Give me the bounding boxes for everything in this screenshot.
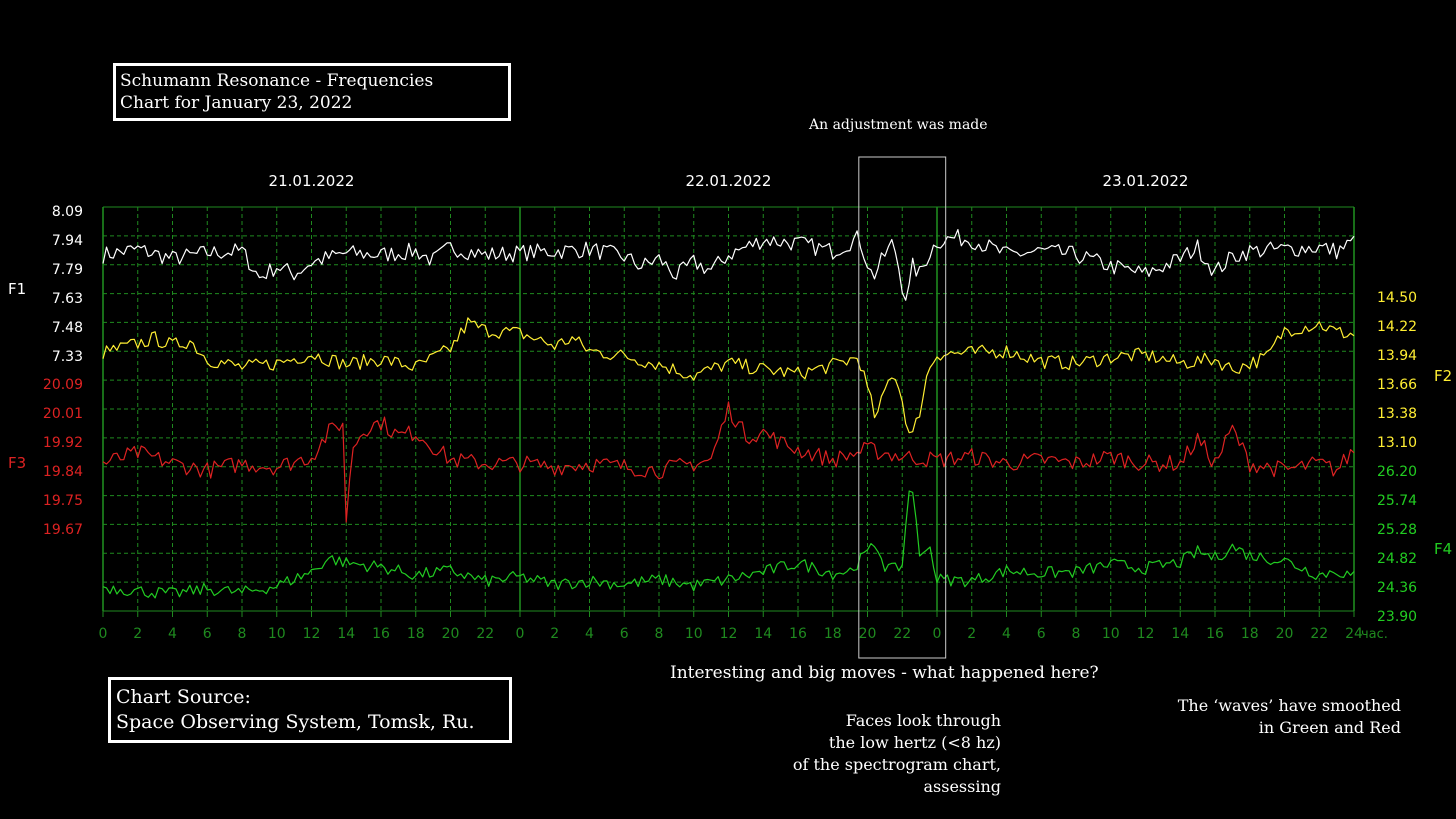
f4-axis-tick: 24.82 [1377, 551, 1417, 567]
f1-axis-tick: 7.48 [52, 320, 83, 336]
x-tick-label: 18 [1241, 626, 1259, 642]
x-tick-label: 12 [303, 626, 321, 642]
faces-line: of the spectrogram chart, [792, 755, 1001, 774]
f1-axis-tick: 7.79 [52, 262, 83, 278]
f4-axis-tick: 23.90 [1377, 609, 1417, 625]
waves-annotation: The ‘waves’ have smoothed in Green and R… [1178, 695, 1401, 739]
date-label: 22.01.2022 [686, 172, 772, 190]
x-tick-label: 20 [1276, 626, 1294, 642]
x-tick-label: 4 [168, 626, 177, 642]
f1-axis-tick: 8.09 [52, 204, 83, 220]
x-tick-label: 12 [1137, 626, 1155, 642]
x-tick-label: 16 [372, 626, 390, 642]
f4-axis-tick: 26.20 [1377, 464, 1417, 480]
f2-axis-tick: 13.10 [1377, 435, 1417, 451]
x-tick-label: 20 [442, 626, 460, 642]
f1-axis-tick: 7.33 [52, 349, 83, 365]
f3-axis-tick: 19.67 [43, 522, 83, 538]
x-tick-label: 2 [550, 626, 559, 642]
series-name-label: F4 [1434, 540, 1452, 558]
x-tick-label: 14 [1171, 626, 1189, 642]
f3-axis-tick: 20.09 [43, 377, 83, 393]
adjustment-highlight-box [858, 156, 947, 659]
x-tick-label: 10 [1102, 626, 1120, 642]
date-label: 23.01.2022 [1103, 172, 1189, 190]
f4-axis-tick: 25.28 [1377, 522, 1417, 538]
f2-axis-tick: 14.22 [1377, 319, 1417, 335]
x-tick-label: 2 [133, 626, 142, 642]
x-tick-label: 22 [476, 626, 494, 642]
f3-axis-tick: 19.92 [43, 435, 83, 451]
f2-axis-tick: 13.94 [1377, 348, 1417, 364]
x-tick-label: 0 [933, 626, 942, 642]
f3-axis-tick: 20.01 [43, 406, 83, 422]
series-name-label: F2 [1434, 367, 1452, 385]
x-tick-label: 10 [685, 626, 703, 642]
x-tick-label: 0 [516, 626, 525, 642]
series-name-label: F1 [8, 280, 26, 298]
x-tick-label: 14 [337, 626, 355, 642]
f2-axis-tick: 13.38 [1377, 406, 1417, 422]
chart-title-line1: Schumann Resonance - Frequencies [120, 71, 434, 91]
f4-axis-tick: 25.74 [1377, 493, 1417, 509]
f2-axis-tick: 14.50 [1377, 290, 1417, 306]
faces-annotation: Faces look through the low hertz (<8 hz)… [793, 710, 1001, 798]
faces-line: Faces look through [845, 711, 1001, 730]
adjustment-annotation: An adjustment was made [809, 117, 988, 133]
f3-axis-tick: 19.75 [43, 493, 83, 509]
x-tick-label: 20 [859, 626, 877, 642]
waves-line: The ‘waves’ have smoothed [1177, 696, 1401, 715]
x-tick-label: 12 [720, 626, 738, 642]
f1-axis-tick: 7.63 [52, 291, 83, 307]
x-tick-label: 8 [655, 626, 664, 642]
x-tick-label: 4 [1002, 626, 1011, 642]
x-unit-label: час. [1361, 627, 1388, 642]
x-tick-label: 18 [407, 626, 425, 642]
x-tick-label: 10 [268, 626, 286, 642]
x-tick-label: 16 [1206, 626, 1224, 642]
chart-source-box: Chart Source: Space Observing System, To… [108, 677, 512, 743]
x-tick-label: 16 [789, 626, 807, 642]
f1-axis-tick: 7.94 [52, 233, 83, 249]
waves-line: in Green and Red [1258, 718, 1401, 737]
f3-axis-tick: 19.84 [43, 464, 83, 480]
x-tick-label: 6 [1037, 626, 1046, 642]
series-name-label: F3 [8, 454, 26, 472]
date-label: 21.01.2022 [269, 172, 355, 190]
chart-title-box: Schumann Resonance - Frequencies Chart f… [113, 63, 511, 121]
x-tick-label: 2 [967, 626, 976, 642]
series-line-f1 [102, 229, 1355, 301]
faces-line: the low hertz (<8 hz) [828, 733, 1001, 752]
x-tick-label: 18 [824, 626, 842, 642]
series-line-f2 [102, 317, 1355, 434]
x-tick-label: 4 [585, 626, 594, 642]
x-tick-label: 6 [203, 626, 212, 642]
series-line-f4 [102, 490, 1355, 599]
x-tick-label: 24 [1345, 626, 1363, 642]
x-tick-label: 8 [238, 626, 247, 642]
f4-axis-tick: 24.36 [1377, 580, 1417, 596]
x-tick-label: 14 [754, 626, 772, 642]
f2-axis-tick: 13.66 [1377, 377, 1417, 393]
faces-line: assessing [923, 777, 1001, 796]
chart-title-line2: Chart for January 23, 2022 [120, 93, 353, 113]
series-line-f3 [102, 401, 1355, 523]
x-tick-label: 0 [99, 626, 108, 642]
chart-source-label: Chart Source: [116, 686, 251, 708]
big-moves-annotation: Interesting and big moves - what happene… [670, 663, 1099, 683]
x-tick-label: 8 [1072, 626, 1081, 642]
x-tick-label: 6 [620, 626, 629, 642]
x-tick-label: 22 [893, 626, 911, 642]
x-tick-label: 22 [1310, 626, 1328, 642]
chart-source-name: Space Observing System, Tomsk, Ru. [116, 711, 475, 733]
